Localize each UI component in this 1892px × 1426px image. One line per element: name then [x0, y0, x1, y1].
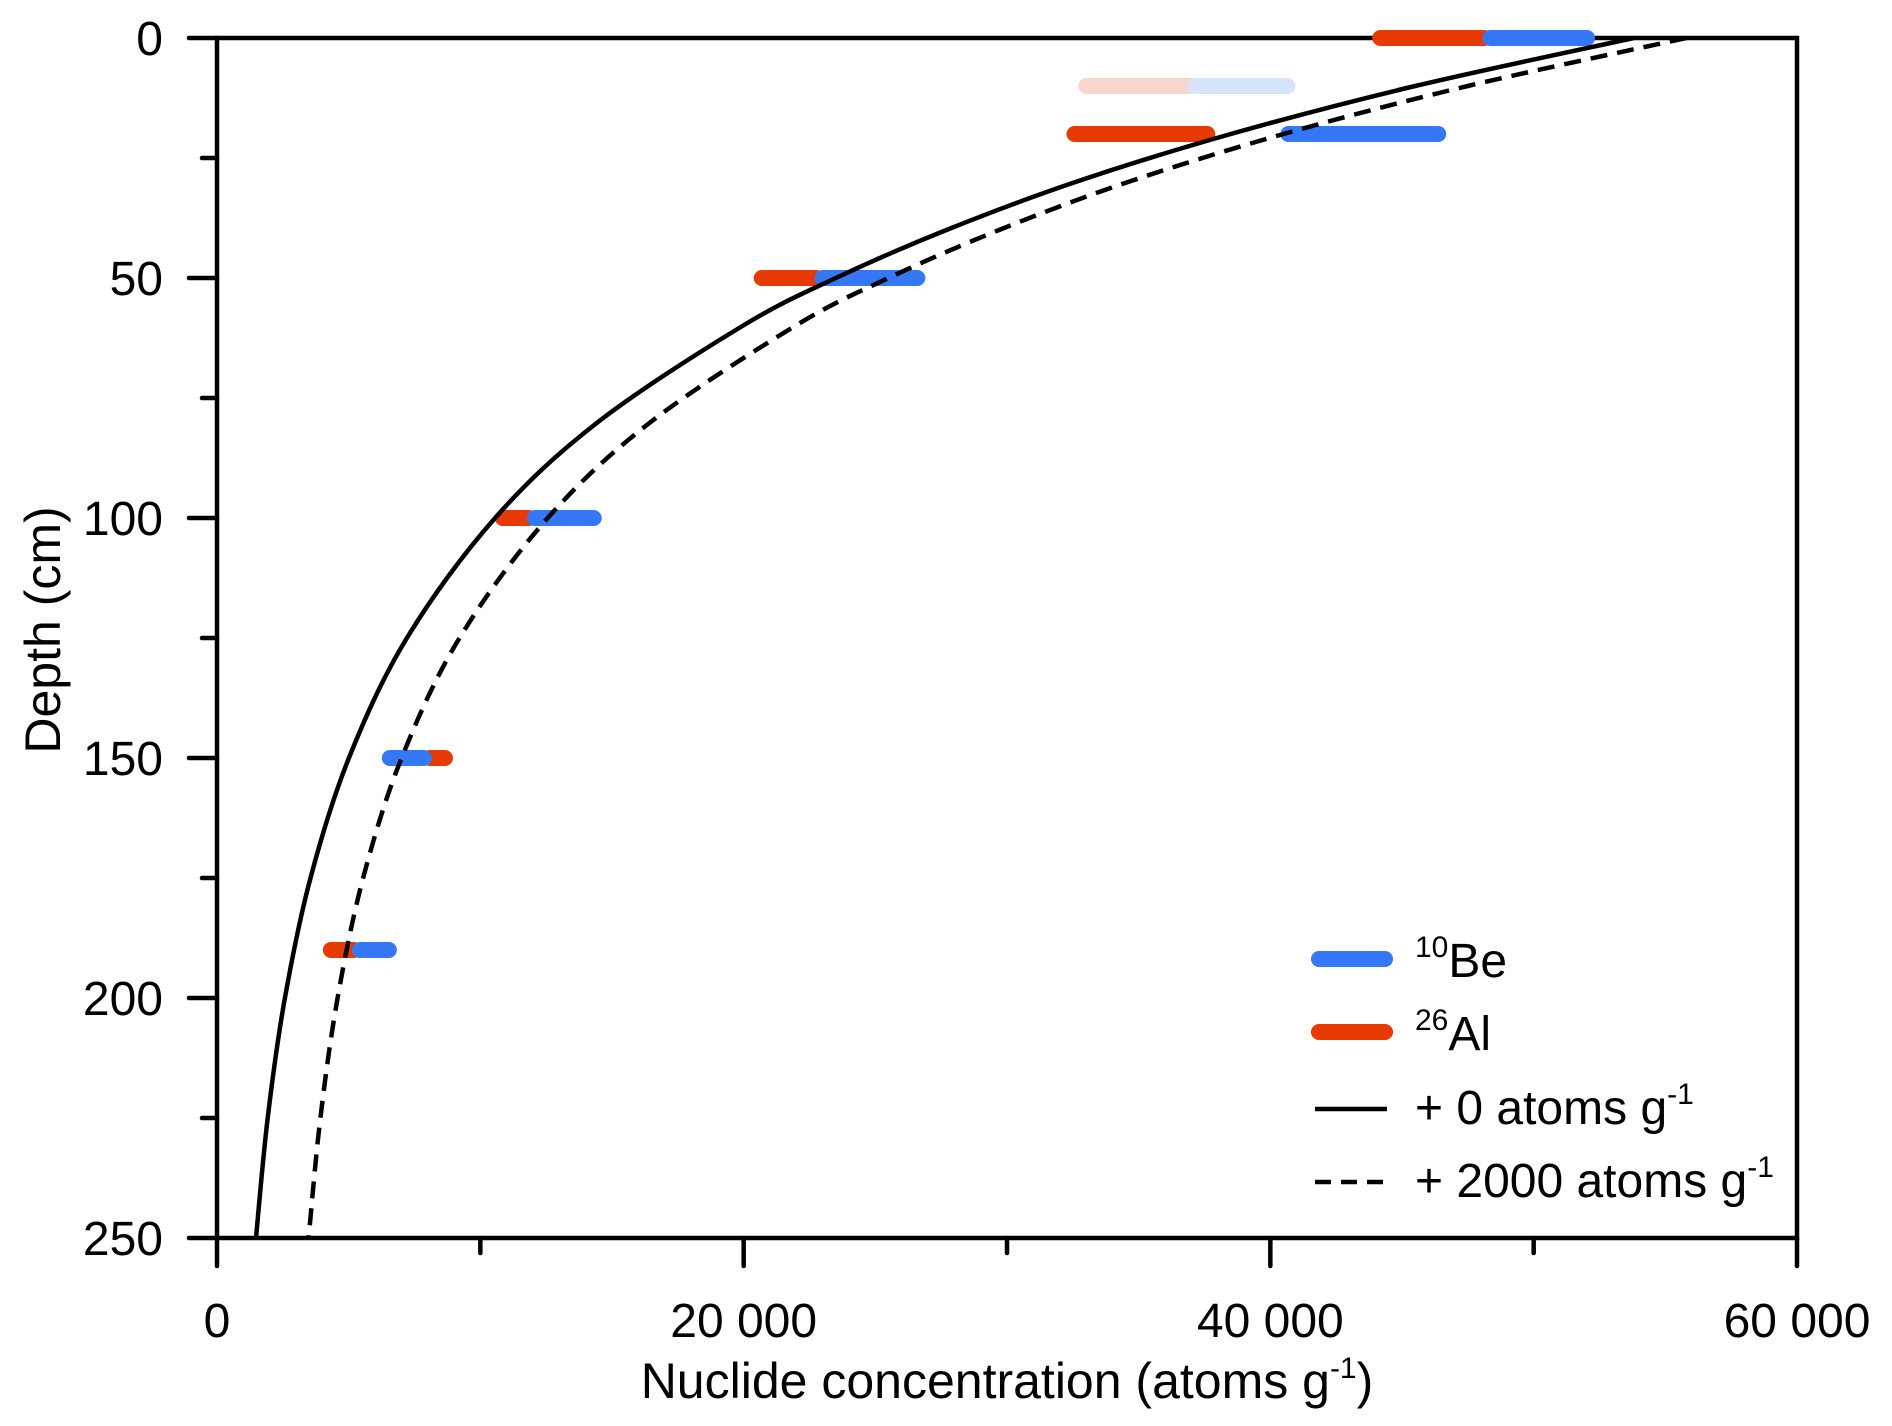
x-axis-title-end: ): [1357, 1353, 1374, 1409]
model-curves: [253, 35, 1687, 1239]
axis-labels: Nuclide concentration (atoms g-1) Depth …: [15, 13, 1870, 1409]
legend-label: + 0 atoms g-1: [1415, 1078, 1694, 1135]
x-tick-label: 20 000: [670, 1295, 817, 1348]
y-tick-label: 200: [83, 973, 163, 1026]
y-tick-label: 100: [83, 493, 163, 546]
al26-measurement-bar: [1372, 30, 1493, 46]
x-axis-title-main: Nuclide concentration (atoms g: [641, 1353, 1330, 1409]
legend-label-main: Al: [1448, 1008, 1491, 1061]
x-tick-label: 40 000: [1197, 1295, 1344, 1348]
al26-measurement-bar: [1066, 126, 1216, 142]
measurement-bars: [322, 30, 1596, 958]
al26-measurement-bar: [753, 270, 825, 286]
legend-item: 26Al: [1311, 1004, 1491, 1061]
be10-measurement-bar: [1280, 126, 1447, 142]
legend-item: + 2000 atoms g-1: [1315, 1151, 1774, 1208]
legend-swatch: [1311, 951, 1393, 967]
legend-label: 26Al: [1415, 1004, 1491, 1061]
legend-label: 10Be: [1415, 931, 1507, 988]
y-tick-label: 150: [83, 733, 163, 786]
x-axis-title: Nuclide concentration (atoms g-1): [641, 1352, 1374, 1409]
legend-label-superscript: -1: [1667, 1078, 1694, 1111]
be10-measurement-bar: [1482, 30, 1596, 46]
legend-label-superscript: -1: [1747, 1151, 1774, 1184]
y-tick-label: 0: [136, 13, 163, 66]
al26-measurement-bar: [322, 942, 362, 958]
legend-label-main: Be: [1448, 935, 1507, 988]
axes: [186, 35, 1800, 1269]
legend-label: + 2000 atoms g-1: [1415, 1151, 1774, 1208]
legend-item: 10Be: [1311, 931, 1507, 988]
y-tick-label: 250: [83, 1213, 163, 1266]
legend-label-main: + 0 atoms g: [1415, 1082, 1667, 1135]
x-tick-label: 0: [204, 1295, 231, 1348]
y-axis-title: Depth (cm): [15, 506, 71, 753]
be10-measurement-bar: [381, 750, 432, 766]
be10-measurement-bar: [1187, 78, 1296, 94]
al26-measurement-bar: [1078, 78, 1198, 94]
x-tick-label: 60 000: [1724, 1295, 1871, 1348]
be10-measurement-bar: [351, 942, 397, 958]
legend-label-superscript: 26: [1415, 1004, 1448, 1037]
legend-item: + 0 atoms g-1: [1315, 1078, 1694, 1135]
legend-swatch: [1311, 1024, 1393, 1040]
model-curve-plus-2000: [306, 35, 1687, 1239]
legend-label-superscript: 10: [1415, 931, 1448, 964]
y-tick-label: 50: [110, 253, 163, 306]
be10-measurement-bar: [526, 510, 602, 526]
model-curve-plus-0: [253, 35, 1635, 1239]
legend-label-main: + 2000 atoms g: [1415, 1155, 1747, 1208]
x-axis-title-superscript: -1: [1330, 1352, 1357, 1385]
al26-measurement-bar: [494, 510, 537, 526]
